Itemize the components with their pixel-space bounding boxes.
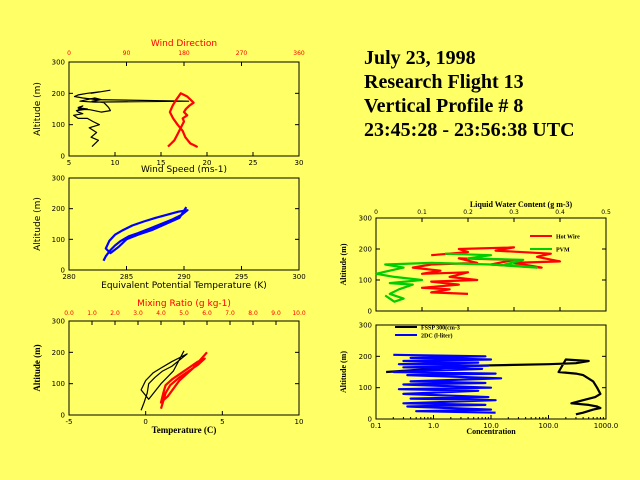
theta_e-xtick-label: 280 [62,273,75,281]
conc-ytick-label: 300 [359,322,372,330]
lwc-toptick-label: 0.1 [417,209,427,216]
lwc-toptick-label: 0.2 [463,209,473,216]
temp_mix-ytick-label: 300 [52,318,65,326]
conc-legend-label: 2DC (l-liter) [421,333,453,340]
temp_mix-xtick-label: 10 [295,418,304,426]
conc-legend-label: FSSP 300(cm-3 [421,325,460,332]
lwc-legend-label: PVM [556,248,570,254]
wind-xlabel: Wind Speed (ms-1) [141,165,227,175]
lwc-toptick-label: 0.4 [555,209,565,216]
wind-ytick-label: 200 [52,90,65,98]
wind-ylabel: Altitude (m) [33,82,43,136]
temp_mix-xlabel: Temperature (C) [152,425,217,435]
lwc-toptick-label: 0.5 [601,209,611,216]
lwc-title: Liquid Water Content (g m-3) [470,200,573,209]
lwc-series-1 [374,252,539,303]
temp_mix-toptick-label: 0.0 [64,310,74,317]
lwc-ylabel: Altitude (m) [339,243,348,285]
theta_e-ytick-label: 300 [52,175,65,183]
temp_mix-ytick-label: 200 [52,349,65,357]
theta_e-xtick-label: 295 [235,273,248,281]
theta_e-xlabel: Equivalent Potential Temperature (K) [101,281,267,291]
temp_mix-toptick-label: 2.0 [110,310,120,317]
conc-series-1 [392,353,503,414]
conc-series-0 [386,358,602,416]
theta_e-ytick-label: 100 [52,236,65,244]
lwc-series-0 [411,246,562,295]
temp_mix-toptick-label: 10.0 [292,310,306,317]
conc-xtick-label: 100.0 [538,422,558,430]
wind-xtick-label: 25 [249,159,258,167]
temp_mix-series-0 [140,350,188,411]
conc-xtick-label: 1000.0 [594,422,619,430]
title-block: July 23, 1998 Research Flight 13 Vertica… [364,46,575,142]
theta_e-ytick-label: 200 [52,205,65,213]
temp_mix-toptick-label: 1.0 [87,310,97,317]
title-date: July 23, 1998 [364,47,476,69]
title-time: 23:45:28 - 23:56:38 UTC [364,119,575,141]
lwc-toptick-label: 0 [374,209,378,216]
conc-ytick-label: 200 [359,353,372,361]
lwc-legend-label: Hot Wire [556,235,580,241]
wind-toptick-label: 180 [178,50,190,57]
temp_mix-ytick-label: 100 [52,380,65,388]
lwc-ytick-label: 0 [368,308,372,316]
temp_mix-xtick-label: -5 [66,418,73,426]
title-profile: Vertical Profile # 8 [364,95,524,117]
conc-xtick-label: 10.0 [483,422,499,430]
temp_mix-toptick-label: 6.0 [202,310,212,317]
theta_e-ylabel: Altitude (m) [33,197,43,251]
lwc-toptick-label: 0.3 [509,209,519,216]
temp_mix-toptick-label: 4.0 [156,310,166,317]
conc-xtick-label: 0.1 [370,422,381,430]
theta_e-frame [68,177,300,271]
wind-xtick-label: 5 [67,159,71,167]
wind-toptick-label: 360 [293,50,305,57]
temp_mix-frame [68,320,300,416]
wind-xtick-label: 30 [295,159,304,167]
lwc-ytick-label: 300 [359,215,372,223]
temp_mix-xtick-label: 5 [220,418,224,426]
theta_e-xtick-label: 300 [292,273,305,281]
temp_mix-series-1 [159,351,208,410]
theta_e-ytick-label: 0 [61,267,65,275]
wind-top-label: Wind Direction [151,39,217,49]
conc-xtick-label: 1.0 [428,422,439,430]
temp_mix-toptick-label: 5.0 [179,310,189,317]
theta_e-xtick-label: 285 [120,273,133,281]
wind-xtick-label: 10 [111,159,120,167]
wind-xtick-label: 15 [157,159,166,167]
theta_e-xtick-label: 290 [177,273,190,281]
conc-ytick-label: 100 [359,384,372,392]
lwc-ytick-label: 200 [359,246,372,254]
wind-toptick-label: 0 [67,50,71,57]
wind-toptick-label: 270 [236,50,248,57]
temp_mix-toptick-label: 9.0 [271,310,281,317]
temp_mix-toptick-label: 8.0 [248,310,258,317]
temp_mix-ytick-label: 0 [61,412,65,420]
conc-ytick-label: 0 [368,416,372,424]
conc-xlabel: Concentration [466,427,516,436]
temp_mix-toptick-label: 7.0 [225,310,235,317]
conc-ylabel: Altitude (m) [339,351,348,393]
wind-series-0 [72,89,190,148]
wind-ytick-label: 300 [52,59,65,67]
wind-series-1 [167,92,198,148]
wind-ytick-label: 100 [52,121,65,129]
temp_mix-xtick-label: 0 [143,418,147,426]
wind-xtick-label: 20 [203,159,212,167]
lwc-ytick-label: 100 [359,277,372,285]
title-flight: Research Flight 13 [364,71,524,93]
wind-ytick-label: 0 [61,153,65,161]
temp_mix-ylabel: Altitude (m) [32,344,42,391]
wind-frame [68,61,300,157]
wind-toptick-label: 90 [123,50,131,57]
temp_mix-toptick-label: 3.0 [133,310,143,317]
theta_e-series-0 [102,206,189,262]
temp_mix-top-label: Mixing Ratio (g kg-1) [137,299,231,309]
lwc-frame [375,217,607,312]
